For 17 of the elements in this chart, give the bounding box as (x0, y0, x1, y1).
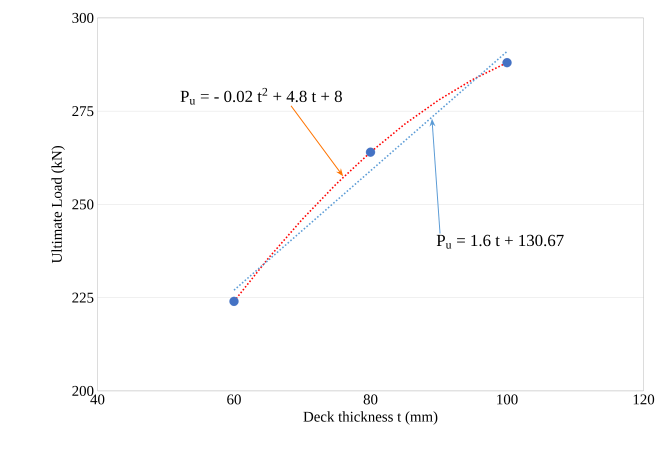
y-tick-label: 250 (72, 200, 94, 210)
y-axis-title: Ultimate Load (kN) (51, 146, 65, 264)
point (229, 296, 239, 306)
x-tick-label: 100 (497, 394, 518, 405)
x-tick-label: 120 (634, 394, 654, 405)
y-tick-label: 200 (72, 386, 94, 396)
x-axis-title: Deck thickness t (mm) (303, 411, 438, 425)
x-tick-label: 80 (364, 394, 378, 405)
annotation: P$_{u}$ = - 0.02 t$^{2}$ + 4.8 t + 8 (180, 88, 342, 105)
y-tick-label: 225 (72, 292, 94, 303)
x-tick-label: 40 (90, 394, 104, 405)
y-tick-label: 300 (72, 13, 94, 24)
point (366, 148, 376, 158)
x-tick-label: 60 (227, 394, 241, 405)
y-tick-label: 275 (72, 106, 94, 116)
annotation: P$_{u}$ = 1.6 t + 130.67 (436, 234, 564, 249)
point (502, 58, 512, 68)
